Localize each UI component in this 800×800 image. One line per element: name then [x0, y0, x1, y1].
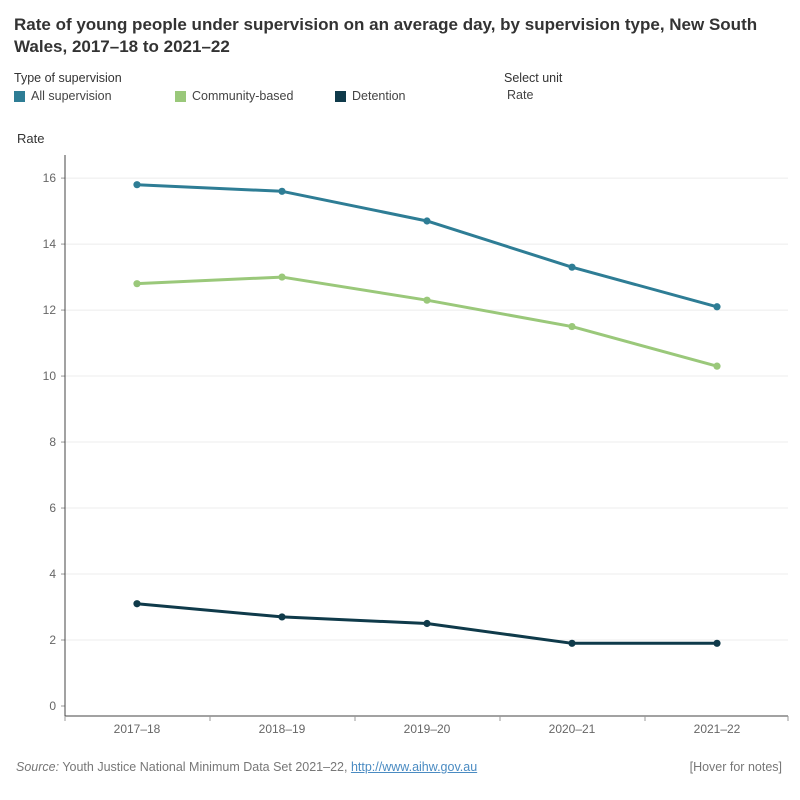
legend-swatch-community-based [175, 90, 186, 102]
legend-item-all-supervision[interactable]: All supervision [14, 89, 112, 103]
data-point-all-supervision [568, 263, 576, 271]
legend-label: All supervision [31, 89, 112, 103]
series-line-all-supervision [135, 183, 719, 309]
data-point-community-based [423, 296, 431, 304]
aihw-link[interactable]: http://www.aihw.gov.au [350, 760, 478, 774]
source-label: Source: [16, 760, 60, 774]
source-text: Youth Justice National Minimum Data Set … [59, 760, 351, 774]
y-tick-label: 4 [49, 567, 56, 581]
data-point-all-supervision [713, 303, 721, 311]
data-point-community-based [278, 273, 286, 281]
data-point-all-supervision [278, 187, 286, 195]
data-point-detention [133, 600, 141, 608]
data-point-community-based [133, 280, 141, 288]
legend-label: Community-based [192, 89, 294, 103]
data-point-detention [278, 613, 286, 621]
source-note: Source: Youth Justice National Minimum D… [16, 760, 477, 774]
x-tick-label: 2017–18 [114, 722, 161, 736]
y-tick-label: 16 [43, 171, 57, 185]
unit-selector[interactable]: Rate [507, 88, 534, 102]
data-point-all-supervision [133, 181, 141, 189]
data-point-detention [568, 639, 576, 647]
y-tick-label: 2 [49, 633, 56, 647]
hover-notes-link[interactable]: [Hover for notes] [689, 760, 782, 774]
y-tick-label: 10 [43, 369, 57, 383]
x-tick-label: 2021–22 [694, 722, 741, 736]
legend-swatch-detention [335, 90, 346, 102]
legend-swatch-all-supervision [14, 90, 25, 102]
x-tick-label: 2018–19 [259, 722, 306, 736]
data-point-detention [423, 619, 431, 628]
series-line-community-based [135, 275, 719, 368]
y-tick-label: 6 [49, 501, 56, 515]
y-tick-label: 0 [49, 699, 56, 713]
x-tick-label: 2019–20 [404, 722, 451, 736]
legend-item-detention[interactable]: Detention [335, 89, 406, 103]
data-point-all-supervision [423, 217, 431, 225]
chart-title: Rate of young people under supervision o… [14, 15, 758, 56]
y-tick-label: 12 [43, 303, 57, 317]
y-axis-label: Rate [17, 131, 45, 146]
data-point-detention [713, 639, 721, 647]
legend-label: Detention [352, 89, 406, 103]
legend-heading: Type of supervision [14, 71, 122, 85]
legend-item-community-based[interactable]: Community-based [175, 89, 293, 103]
data-point-community-based [713, 362, 721, 370]
unit-selector-heading: Select unit [504, 71, 563, 85]
y-tick-label: 14 [43, 237, 57, 251]
y-tick-label: 8 [49, 435, 56, 449]
data-point-community-based [568, 322, 576, 331]
x-tick-label: 2020–21 [549, 722, 596, 736]
